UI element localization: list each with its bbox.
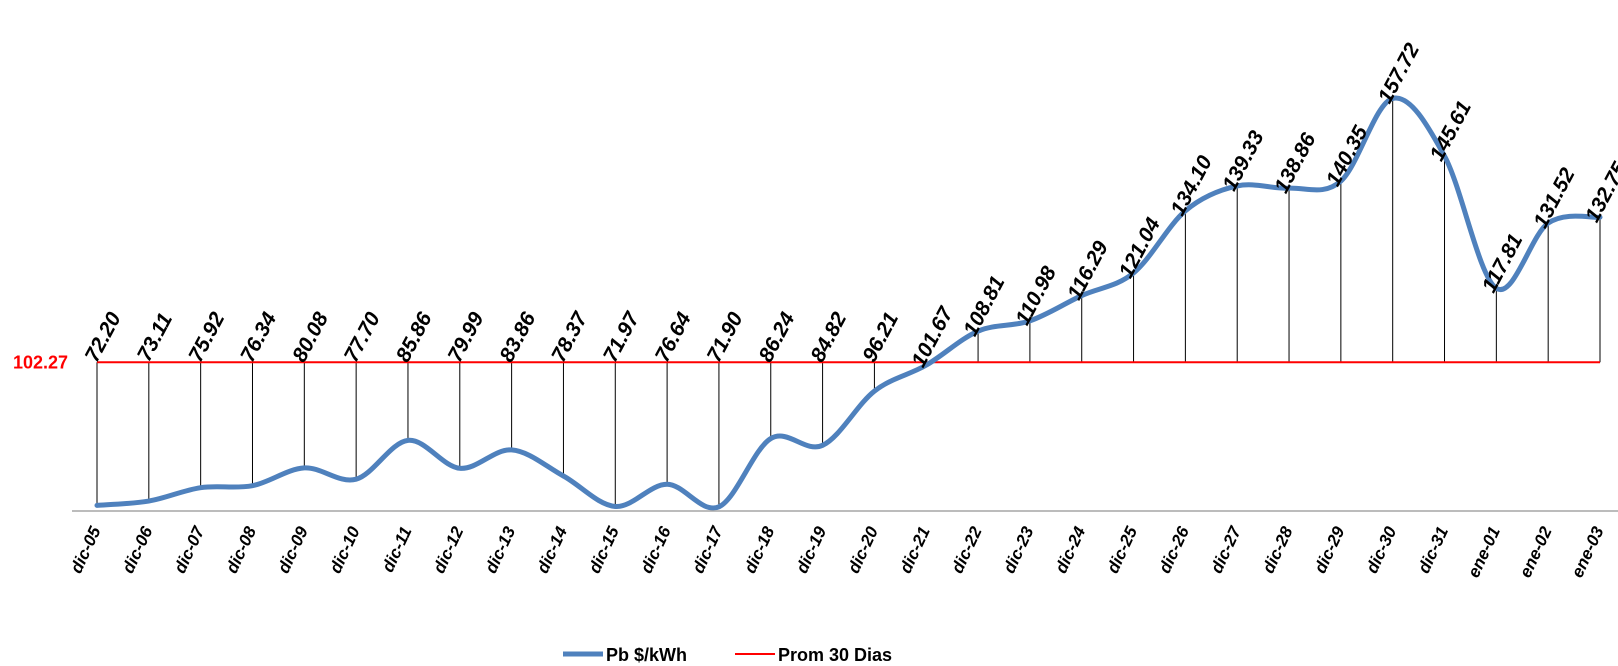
x-axis-tick-labels: dic-05 dic-06 dic-07 dic-08 dic-09 dic-10 dic-… (67, 522, 1608, 580)
data-label-dic-30: 157.72 (1374, 39, 1425, 107)
x-tick-label-dic-17: dic-17 (689, 522, 728, 576)
data-label-dic-22: 108.81 (959, 272, 1009, 340)
data-label-dic-20: 96.21 (858, 309, 903, 366)
data-label-dic-06: 73.11 (133, 309, 177, 365)
x-tick-label-dic-10: dic-10 (326, 523, 364, 576)
x-tick-label-dic-08: dic-08 (222, 523, 260, 576)
x-tick-label-dic-19: dic-19 (792, 523, 830, 576)
data-label-dic-12: 79.99 (444, 308, 489, 365)
x-tick-label-dic-15: dic-15 (585, 523, 623, 576)
x-tick-label-dic-25: dic-25 (1103, 523, 1141, 576)
x-tick-label-dic-18: dic-18 (740, 523, 778, 576)
data-label-dic-26: 134.10 (1166, 152, 1217, 220)
data-label-ene-03: 132.75 (1581, 158, 1618, 226)
x-tick-label-dic-30: dic-30 (1362, 523, 1400, 576)
x-tick-label-dic-29: dic-29 (1310, 523, 1348, 576)
data-label-dic-23: 110.98 (1011, 262, 1061, 328)
legend-item-prom: Prom 30 Dias (735, 645, 892, 665)
x-tick-label-dic-22: dic-22 (948, 523, 986, 576)
x-tick-label-dic-16: dic-16 (637, 523, 675, 576)
data-label-dic-16: 76.64 (651, 308, 696, 365)
legend-label-prom: Prom 30 Dias (778, 645, 892, 665)
data-label-dic-29: 140.35 (1322, 122, 1373, 190)
x-tick-label-dic-12: dic-12 (429, 523, 467, 576)
drop-lines (96, 98, 1601, 507)
x-tick-label-dic-06: dic-06 (118, 523, 156, 576)
x-tick-label-dic-20: dic-20 (844, 523, 882, 576)
data-label-dic-05: 72.20 (81, 308, 126, 365)
data-label-dic-24: 116.29 (1063, 237, 1113, 303)
data-label-dic-18: 86.24 (755, 308, 800, 365)
data-label-dic-31: 145.61 (1426, 97, 1476, 165)
x-tick-label-dic-13: dic-13 (481, 523, 519, 576)
x-tick-label-dic-24: dic-24 (1051, 523, 1089, 576)
data-label-dic-19: 84.82 (806, 308, 851, 365)
x-tick-label-ene-01: ene-01 (1464, 524, 1504, 581)
x-tick-label-dic-09: dic-09 (274, 523, 312, 576)
legend: Pb $/kWh Prom 30 Dias (563, 645, 892, 665)
x-tick-label-dic-11: dic-11 (378, 524, 415, 575)
data-label-dic-09: 80.08 (288, 308, 333, 365)
data-label-dic-11: 85.86 (392, 308, 437, 365)
average-label: 102.27 (13, 352, 68, 372)
x-tick-label-dic-05: dic-05 (67, 523, 105, 576)
x-tick-label-dic-07: dic-07 (170, 522, 209, 576)
x-tick-label-dic-26: dic-26 (1155, 523, 1193, 576)
data-label-dic-15: 71.97 (599, 307, 645, 365)
data-label-ene-02: 131.52 (1529, 164, 1580, 232)
x-tick-label-dic-14: dic-14 (533, 523, 571, 576)
data-label-dic-28: 138.86 (1270, 129, 1321, 197)
x-tick-label-dic-28: dic-28 (1259, 523, 1297, 576)
data-label-dic-14: 78.37 (547, 307, 593, 365)
series-line-pb (94, 95, 1603, 511)
x-tick-label-ene-02: ene-02 (1516, 523, 1556, 580)
data-label-dic-07: 75.92 (184, 308, 229, 365)
data-label-dic-13: 83.86 (495, 308, 540, 365)
data-label-dic-17: 71.90 (703, 308, 748, 365)
x-tick-label-dic-21: dic-21 (896, 524, 934, 577)
data-labels: 72.20 73.11 75.92 76.34 80.08 77.70 85.86 79.99… (81, 39, 1618, 371)
x-tick-label-dic-31: dic-31 (1414, 524, 1452, 577)
data-label-dic-08: 76.34 (236, 308, 281, 365)
x-tick-label-dic-27: dic-27 (1207, 522, 1246, 576)
x-tick-label-ene-03: ene-03 (1568, 523, 1608, 580)
data-label-dic-10: 77.70 (340, 308, 385, 365)
x-tick-label-dic-23: dic-23 (1000, 523, 1038, 576)
legend-item-pb: Pb $/kWh (563, 645, 687, 665)
data-label-dic-21: 101.67 (907, 302, 958, 371)
legend-label-pb: Pb $/kWh (606, 645, 687, 665)
